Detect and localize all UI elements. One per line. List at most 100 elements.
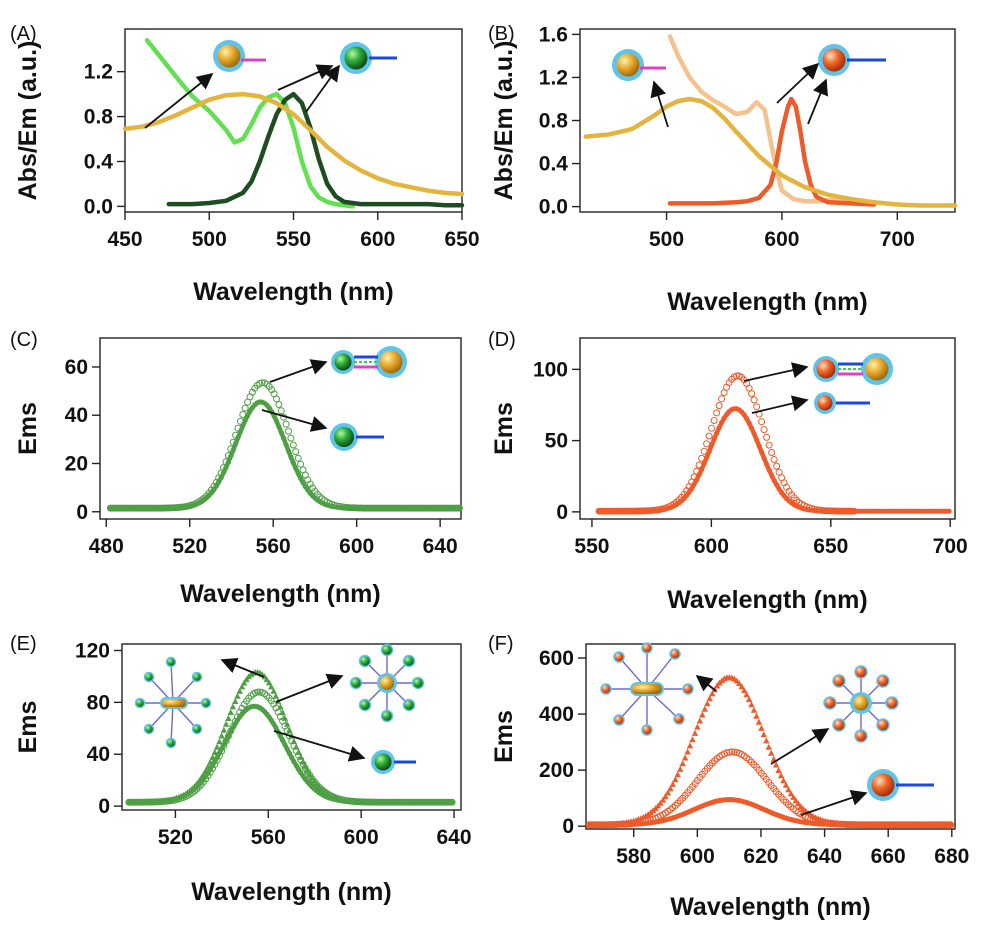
data-point	[271, 413, 277, 419]
y-tick-label: 0	[562, 815, 574, 838]
series-qd-dna	[107, 399, 462, 511]
series-nanosphere-satellite-assembly	[585, 748, 955, 829]
x-axis-label: Wavelength (nm)	[667, 586, 867, 614]
data-point	[245, 694, 253, 702]
data-point	[704, 700, 711, 707]
data-point	[263, 692, 271, 700]
data-point	[236, 687, 243, 694]
data-point	[238, 683, 246, 690]
data-point	[745, 696, 753, 703]
x-tick-label: 600	[360, 228, 395, 251]
y-tick-label: 0	[76, 501, 88, 524]
panel-d-schematics	[743, 353, 893, 414]
data-point	[686, 742, 694, 749]
nanosphere-satellite-icon	[349, 643, 425, 723]
x-tick-label: 580	[616, 845, 651, 868]
data-point	[456, 505, 462, 511]
data-point	[254, 688, 262, 696]
y-tick-label: 1.2	[84, 61, 113, 84]
data-point	[228, 453, 234, 459]
data-point	[760, 426, 768, 434]
data-point	[775, 468, 783, 476]
data-point	[281, 436, 287, 442]
x-tick-label: 650	[813, 535, 848, 558]
y-tick-label: 60	[65, 356, 88, 379]
data-point	[218, 732, 225, 739]
data-point	[266, 405, 272, 411]
data-point	[718, 395, 726, 403]
series-red-qd-emission	[667, 96, 877, 207]
y-tick-label: 600	[539, 647, 574, 670]
x-tick-label: 500	[649, 228, 684, 251]
data-point	[242, 417, 248, 423]
data-point	[449, 799, 455, 805]
series-qd-dna	[126, 703, 455, 805]
plot-frame	[124, 28, 463, 213]
data-point	[775, 767, 782, 773]
data-point	[300, 480, 306, 486]
data-point	[946, 508, 952, 514]
data-point	[710, 417, 718, 424]
data-point	[748, 390, 756, 398]
x-tick-label: 640	[437, 826, 472, 849]
data-point	[214, 754, 220, 761]
data-point	[787, 790, 795, 797]
y-tick-label: 200	[539, 759, 574, 782]
data-point	[258, 379, 266, 387]
data-point	[213, 743, 221, 750]
x-tick-label: 600	[344, 826, 379, 849]
data-point	[287, 434, 295, 442]
data-point	[263, 380, 271, 388]
data-point	[270, 700, 278, 708]
data-point	[671, 802, 679, 809]
x-axis-label: Wavelength (nm)	[191, 878, 391, 906]
data-point	[286, 750, 292, 757]
data-point	[228, 729, 234, 735]
data-point	[220, 726, 228, 733]
data-point	[282, 420, 290, 428]
data-point	[210, 762, 216, 769]
data-point	[265, 679, 273, 686]
data-point	[755, 718, 763, 725]
data-point	[272, 704, 280, 712]
data-point	[753, 403, 761, 411]
y-tick-label: 40	[87, 743, 110, 766]
x-tick-label: 450	[107, 228, 142, 251]
y-axis-label: Ems	[14, 701, 42, 754]
x-tick-label: 620	[743, 845, 778, 868]
x-tick-label: 560	[256, 535, 291, 558]
data-point	[741, 687, 748, 693]
data-point	[689, 736, 696, 743]
data-point	[703, 440, 711, 448]
data-point	[657, 799, 664, 806]
y-tick-label: 0	[556, 501, 568, 524]
data-point	[765, 743, 772, 750]
x-axis-label: Wavelength (nm)	[670, 893, 870, 921]
data-point	[273, 395, 280, 403]
panel-label: (D)	[488, 329, 516, 351]
data-point	[771, 477, 777, 483]
panel-b-schematics	[612, 44, 886, 128]
data-point	[229, 703, 237, 710]
qd-dna-gold-conjugate-icon	[331, 346, 407, 378]
x-tick-label: 600	[694, 535, 729, 558]
data-point	[294, 454, 302, 462]
data-point	[681, 754, 689, 761]
y-tick-label: 40	[65, 404, 88, 427]
arrow	[650, 80, 669, 128]
data-point	[213, 483, 219, 489]
data-point	[298, 475, 304, 481]
panel-label: (C)	[10, 329, 38, 351]
data-point	[754, 437, 760, 443]
data-point	[701, 461, 707, 467]
arrow	[807, 78, 828, 125]
chart-panel-e: 520 560 600 640 0 40 80 120 Wavelength (nm) Ems (E…	[10, 633, 472, 906]
x-tick-label: 600	[339, 535, 374, 558]
data-point	[235, 435, 241, 441]
data-point	[237, 429, 243, 435]
y-axis-label: Ems	[490, 402, 518, 455]
data-point	[756, 443, 762, 449]
data-point	[776, 486, 782, 492]
data-point	[669, 780, 676, 787]
y-tick-label: 100	[533, 358, 568, 381]
